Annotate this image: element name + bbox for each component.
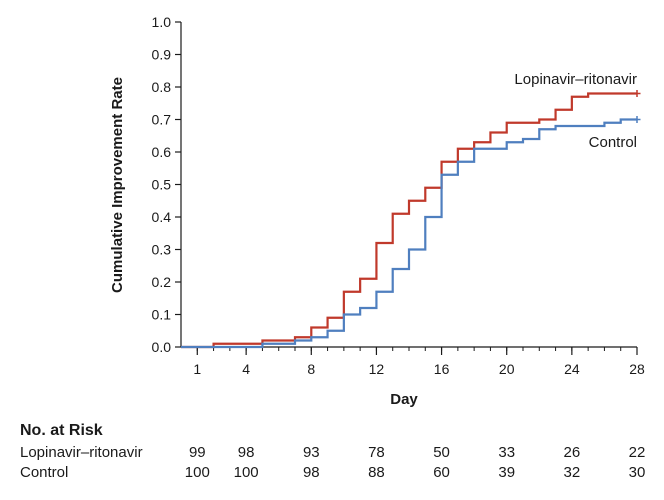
x-tick-label: 28 xyxy=(629,361,645,377)
risk-value: 39 xyxy=(498,464,516,481)
series-layer xyxy=(181,90,641,349)
y-tick-label: 0.6 xyxy=(152,144,172,160)
risk-row-label: Lopinavir–ritonavir xyxy=(20,444,143,461)
risk-value: 98 xyxy=(302,464,320,481)
series-label-control: Control xyxy=(589,134,637,151)
risk-row-control: Control 100 100 98 88 60 39 32 30 xyxy=(20,464,660,484)
y-tick-label: 0.9 xyxy=(152,47,172,63)
y-tick-label: 0.7 xyxy=(152,112,172,128)
y-tick-label: 0.4 xyxy=(152,209,172,225)
x-tick-label: 4 xyxy=(242,361,250,377)
y-axis-title: Cumulative Improvement Rate xyxy=(109,77,126,293)
risk-value: 60 xyxy=(433,464,450,481)
series-line-lopinavir-ritonavir xyxy=(181,92,637,349)
risk-row-label: Control xyxy=(20,464,69,481)
y-tick-label: 0.2 xyxy=(152,274,172,290)
y-tick-label: 0.5 xyxy=(152,177,172,193)
risk-value: 32 xyxy=(563,464,581,481)
x-tick-label: 12 xyxy=(369,361,385,377)
risk-value: 22 xyxy=(628,444,646,461)
y-tick-label: 0.0 xyxy=(152,339,172,355)
risk-value: 99 xyxy=(188,444,206,461)
risk-value: 93 xyxy=(302,444,320,461)
x-tick-label: 24 xyxy=(564,361,580,377)
risk-value: 100 xyxy=(233,464,259,481)
axes: 0.0 0.1 0.2 0.3 0.4 0.5 0.6 0.7 0.8 0.9 1.0 1 4 8 12 16… xyxy=(152,14,645,377)
series-line-control xyxy=(181,118,637,349)
risk-row-lopinavir-ritonavir: Lopinavir–ritonavir 99 98 93 78 50 33 26 22 xyxy=(20,444,660,464)
y-tick-label: 1.0 xyxy=(152,14,172,30)
y-tick-label: 0.1 xyxy=(152,307,172,323)
risk-value: 33 xyxy=(498,444,516,461)
x-tick-label: 20 xyxy=(499,361,515,377)
risk-value: 88 xyxy=(368,464,385,481)
x-tick-label: 1 xyxy=(193,361,201,377)
kaplan-meier-chart: 0.0 0.1 0.2 0.3 0.4 0.5 0.6 0.7 0.8 0.9 1.0 1 4 8 12 16… xyxy=(109,14,645,408)
y-tick-label: 0.3 xyxy=(152,242,172,258)
x-axis-title: Day xyxy=(390,391,418,408)
risk-value: 100 xyxy=(184,464,210,481)
risk-table-title: No. at Risk xyxy=(20,422,103,439)
risk-value: 78 xyxy=(368,444,385,461)
series-label-lopinavir-ritonavir: Lopinavir–ritonavir xyxy=(514,71,637,88)
risk-value: 26 xyxy=(563,444,581,461)
risk-value: 30 xyxy=(628,464,646,481)
risk-value: 50 xyxy=(433,444,450,461)
x-tick-label: 8 xyxy=(307,361,315,377)
x-tick-label: 16 xyxy=(434,361,450,377)
risk-value: 98 xyxy=(237,444,255,461)
y-tick-label: 0.8 xyxy=(152,79,172,95)
